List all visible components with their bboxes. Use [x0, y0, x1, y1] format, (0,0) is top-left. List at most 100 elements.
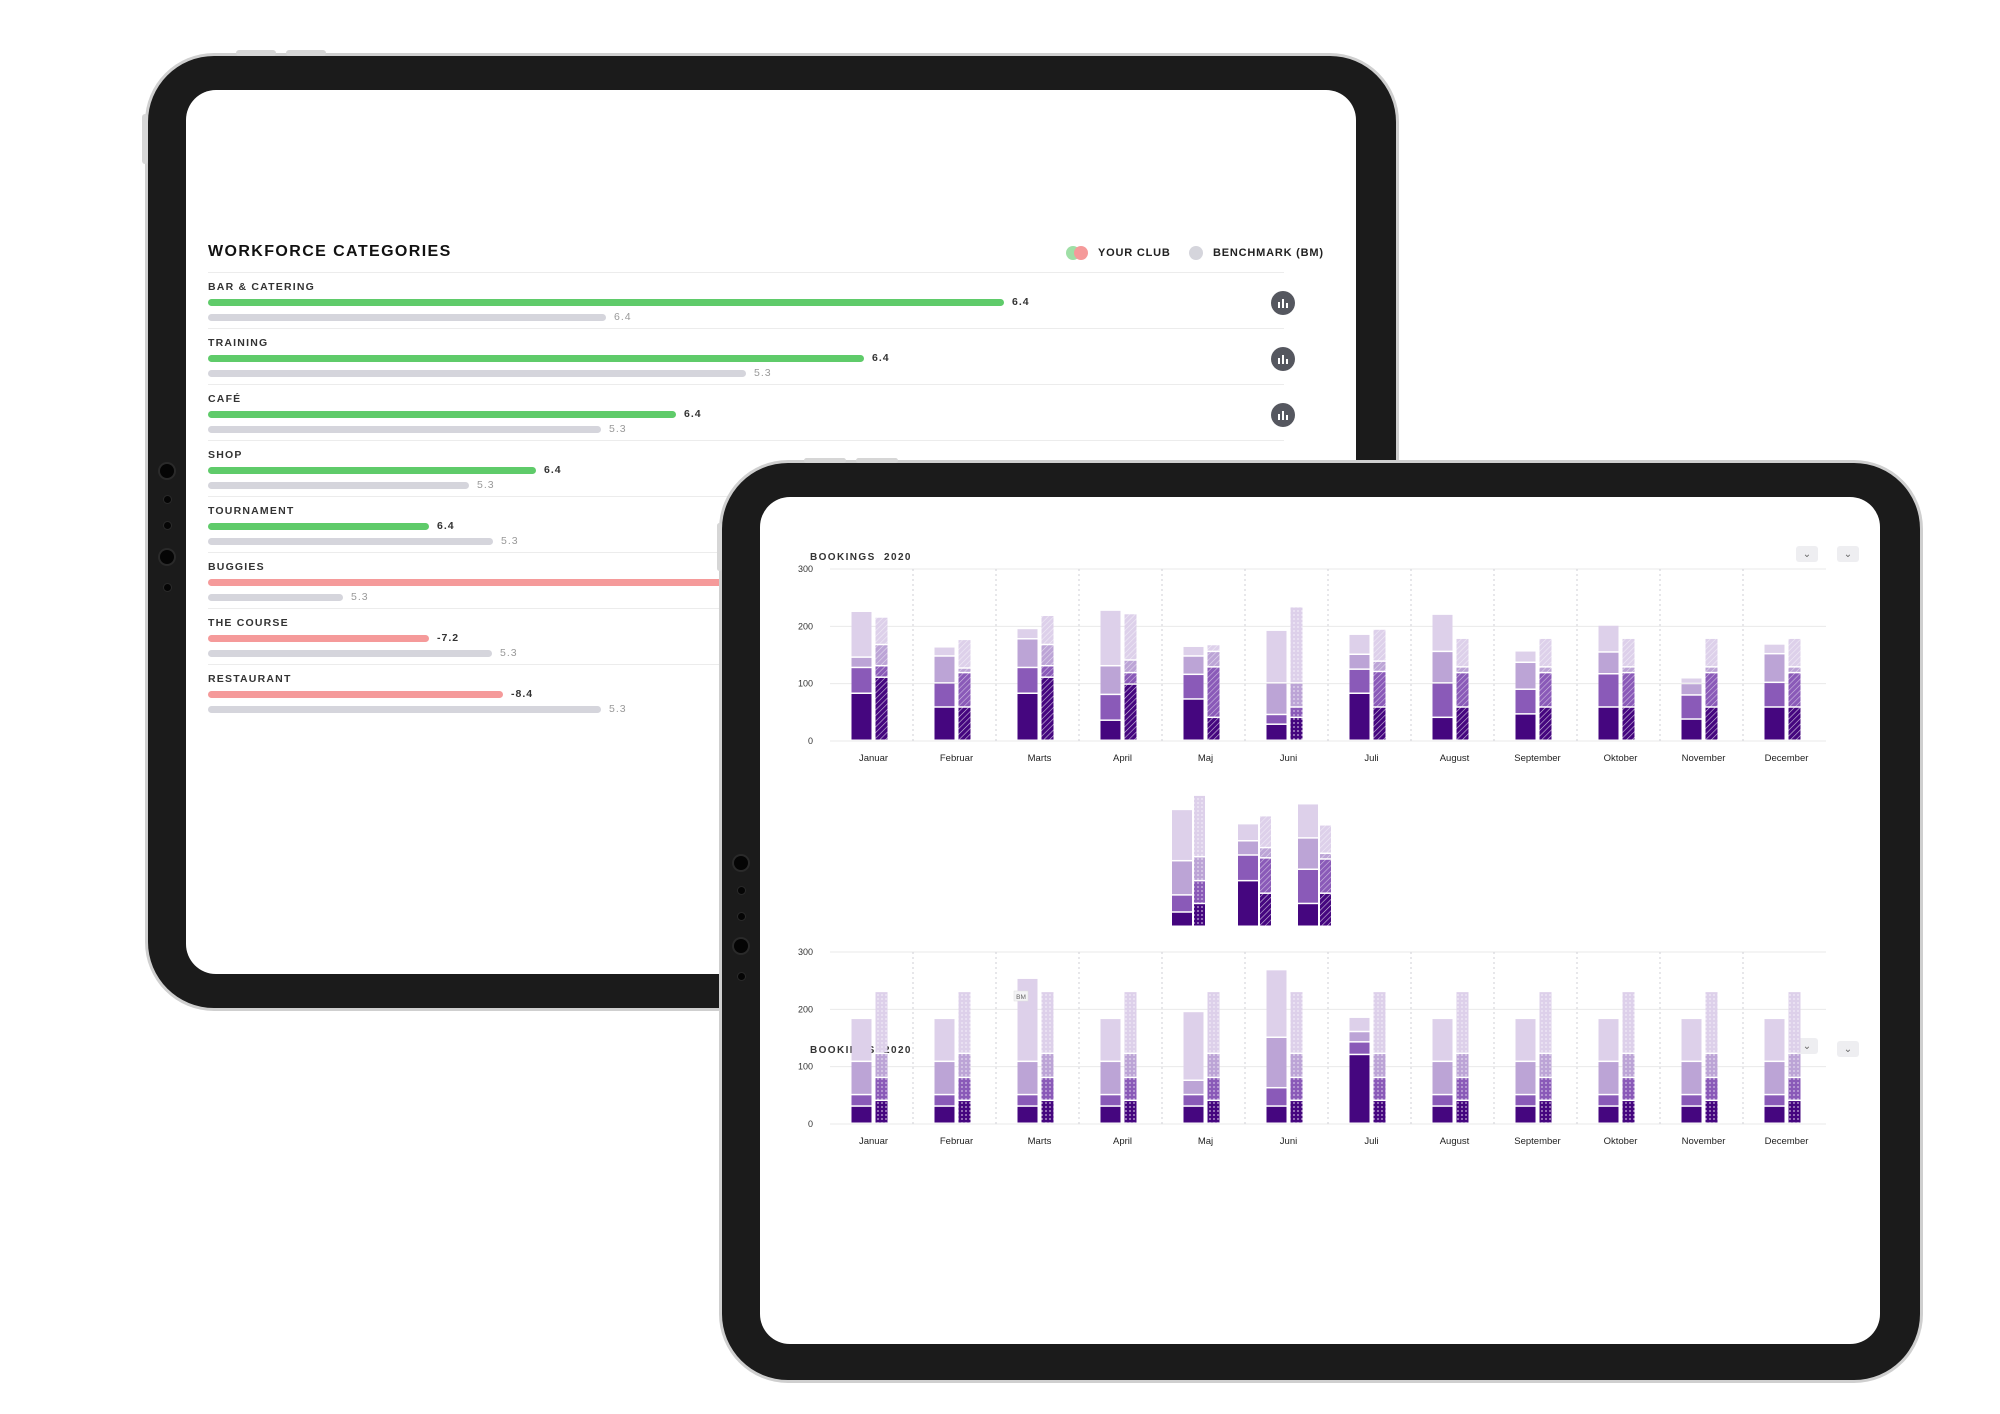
benchmark-value: 5.3 — [609, 423, 627, 435]
club-bar-segment — [1681, 1106, 1702, 1123]
bar-chart-icon[interactable] — [1271, 347, 1295, 371]
club-bar-segment — [1100, 1095, 1121, 1106]
club-bar-segment — [1183, 1095, 1204, 1106]
bm-bar-segment — [1290, 992, 1303, 1053]
zoom-club-bar-segment — [1172, 810, 1192, 860]
club-bar-segment — [1266, 1088, 1287, 1106]
workforce-row-label: RESTAURANT — [208, 673, 292, 685]
bm-bar-segment — [1041, 677, 1054, 740]
workforce-row-label: TOURNAMENT — [208, 505, 295, 517]
your-club-value: 6.4 — [544, 464, 562, 476]
x-tick-label: Marts — [1028, 1136, 1052, 1147]
club-bar-segment — [1598, 652, 1619, 673]
club-bar-segment — [1349, 634, 1370, 654]
bookings-dropdown-3[interactable]: ⌄ — [1796, 1038, 1818, 1054]
bookings-dropdown-4[interactable]: ⌄ — [1837, 1041, 1859, 1057]
bm-bar-segment — [958, 673, 971, 707]
bm-bar-segment — [958, 1078, 971, 1100]
bm-bar-segment — [875, 677, 888, 740]
bm-bar-segment — [958, 992, 971, 1053]
bm-bar-segment — [1705, 1054, 1718, 1077]
y-tick-label: 200 — [798, 621, 813, 631]
y-tick-label: 300 — [798, 564, 813, 574]
bm-bar-segment — [1041, 1078, 1054, 1100]
club-bar-segment — [934, 1019, 955, 1061]
club-bar-segment — [1681, 1095, 1702, 1106]
zoom-club-bar-segment — [1298, 838, 1318, 869]
club-bar-segment — [934, 1095, 955, 1106]
club-bar-segment — [1681, 1019, 1702, 1061]
bm-bar-segment — [1207, 1101, 1220, 1123]
benchmark-swatch — [1189, 246, 1203, 260]
zoom-bm-bar-segment — [1194, 881, 1205, 903]
club-bar-segment — [1764, 1019, 1785, 1061]
x-tick-label: Marts — [1028, 753, 1052, 764]
bm-bar-segment — [1290, 707, 1303, 717]
bm-bar-segment — [1041, 1101, 1054, 1123]
x-tick-label: Juli — [1364, 1136, 1378, 1147]
club-bar-segment — [1183, 1106, 1204, 1123]
bookings-title-2-text: BOOKINGS — [810, 1045, 876, 1056]
bm-bar-segment — [1124, 660, 1137, 672]
bm-bar-segment — [1539, 1078, 1552, 1100]
bm-bar-segment — [958, 668, 971, 672]
bookings-dropdown-1[interactable]: ⌄ — [1796, 546, 1818, 562]
y-tick-label: 200 — [798, 1004, 813, 1014]
bm-bar-segment — [1124, 1101, 1137, 1123]
bm-bar-segment — [1788, 667, 1801, 672]
bm-bar-segment — [1456, 667, 1469, 672]
bar-chart-icon[interactable] — [1271, 403, 1295, 427]
bookings-title-2: BOOKINGS 2020 — [810, 1045, 912, 1056]
club-bar-segment — [934, 647, 955, 656]
bm-bar-segment — [1539, 673, 1552, 707]
club-bar-segment — [1598, 1095, 1619, 1106]
bm-bar-segment — [1207, 992, 1220, 1053]
club-bar-segment — [1183, 656, 1204, 674]
bm-bar-segment — [1373, 629, 1386, 661]
bm-bar-segment — [958, 1054, 971, 1077]
bm-bar-segment — [1124, 992, 1137, 1053]
x-tick-label: August — [1440, 753, 1470, 764]
club-bar-segment — [851, 612, 872, 657]
tablet-back-camera-2 — [160, 550, 174, 564]
zoom-club-bar-segment — [1298, 804, 1318, 838]
bm-bar-segment — [1456, 1054, 1469, 1077]
bm-bar-segment — [1373, 992, 1386, 1053]
bm-bar-segment — [1788, 638, 1801, 667]
bar-chart-icon[interactable] — [1271, 291, 1295, 315]
bm-bar-segment — [1207, 1054, 1220, 1077]
bm-bar-segment — [1539, 992, 1552, 1053]
bm-bar-segment — [1705, 707, 1718, 740]
club-bar-segment — [1432, 1095, 1453, 1106]
bm-bar-segment — [1539, 1054, 1552, 1077]
club-bar-segment — [1681, 684, 1702, 695]
x-tick-label: Oktober — [1604, 1136, 1638, 1147]
tablet-front-camera-2 — [734, 939, 748, 953]
benchmark-bar — [208, 370, 746, 377]
your-club-bar — [208, 467, 536, 474]
workforce-row: BAR & CATERING 6.4 6.4 — [208, 272, 1295, 329]
club-bar-segment — [1432, 652, 1453, 683]
bm-bar-segment — [1622, 1078, 1635, 1100]
benchmark-value: 5.3 — [501, 535, 519, 547]
your-club-bar — [208, 355, 864, 362]
zoom-club-bar-segment — [1238, 824, 1258, 840]
bm-bar-segment — [1290, 607, 1303, 683]
club-bar-segment — [1681, 695, 1702, 719]
x-tick-label: December — [1765, 1136, 1809, 1147]
benchmark-bar — [208, 706, 601, 713]
club-bar-segment — [1764, 707, 1785, 740]
your-club-bar — [208, 691, 503, 698]
club-bar-segment — [1432, 614, 1453, 651]
bm-bar-segment — [1622, 1054, 1635, 1077]
club-bar-segment — [1266, 715, 1287, 724]
workforce-row-label: THE COURSE — [208, 617, 289, 629]
club-bar-segment — [1017, 1062, 1038, 1094]
club-bar-segment — [1266, 724, 1287, 740]
tablet-front-sensor-3 — [738, 973, 745, 980]
bookings-dropdown-2[interactable]: ⌄ — [1837, 546, 1859, 562]
club-bar-segment — [1598, 1019, 1619, 1061]
club-bar-segment — [1017, 693, 1038, 740]
bm-bar-segment — [1207, 667, 1220, 717]
your-club-value: 6.4 — [684, 408, 702, 420]
